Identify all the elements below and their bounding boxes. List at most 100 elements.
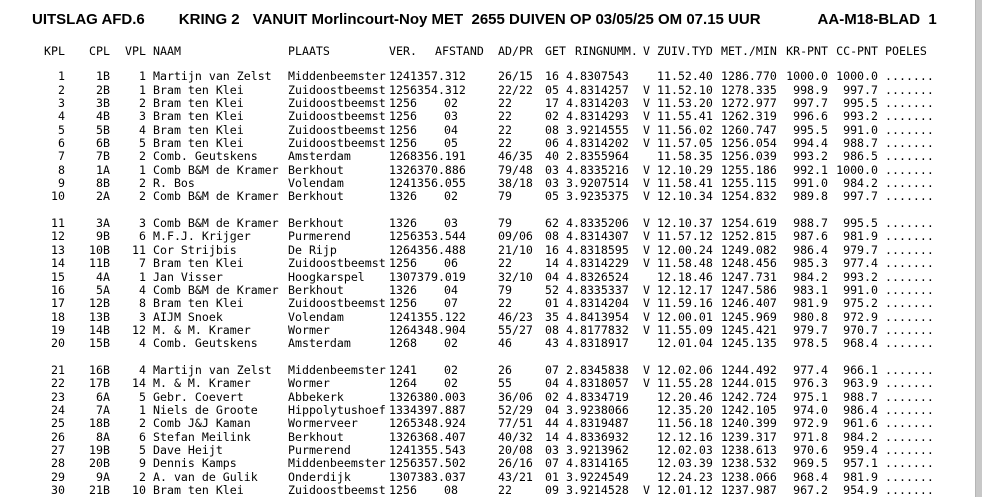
cell-mmin: 1254.619 xyxy=(721,216,777,231)
cell-v xyxy=(643,271,650,284)
cell-kr: 967.2 xyxy=(793,483,828,497)
cell-mmin: 1260.747 xyxy=(721,122,777,137)
cell-kr: 1000.0 xyxy=(786,69,828,84)
cell-ring: 4.8307543 xyxy=(566,69,629,84)
cell-adpr: 79 xyxy=(498,189,512,204)
cell-vpl: 10 xyxy=(132,483,146,497)
cell-poeles: ....... xyxy=(885,389,934,404)
cell-plaats: Middenbeemster xyxy=(288,69,386,84)
cell-v: V xyxy=(643,483,650,497)
cell-v: V xyxy=(643,296,650,311)
cell-poeles: ....... xyxy=(885,336,934,351)
cell-kr: 981.9 xyxy=(793,296,828,311)
cell-afstand: 02 xyxy=(444,96,465,111)
cell-adpr: 36/06 xyxy=(498,389,533,404)
cell-plaats: Zuidoostbeemst xyxy=(288,136,386,151)
cell-cc: 970.7 xyxy=(843,322,878,337)
title-blad-number: AA-M18-BLAD 1 xyxy=(817,11,937,28)
cell-cpl: 5A xyxy=(96,282,110,297)
table-row: 25 18B 2 Comb J&J Kaman Wormerveer 1265 348.92… xyxy=(0,416,982,431)
cell-ring: 4.8314202 xyxy=(566,136,629,151)
results-table: 1 1B 1 Martijn van Zelst Middenbeemster 1241 3… xyxy=(0,69,982,497)
cell-kr: 970.6 xyxy=(793,442,828,457)
cell-kpl: 15 xyxy=(51,269,65,284)
cell-vpl: 9 xyxy=(139,456,146,471)
cell-afstand: 08 xyxy=(444,483,465,497)
table-row: 28 20B 9 Dennis Kamps Middenbeemster 1256 357.… xyxy=(0,456,982,471)
cell-cc: 966.1 xyxy=(843,362,878,377)
cell-afstand: 05 xyxy=(444,136,465,151)
cell-v xyxy=(643,404,650,417)
table-row: 6 6B 5 Bram ten Klei Zuidoostbeemst 1256 05 22… xyxy=(0,136,982,151)
cell-cc: 968.4 xyxy=(843,336,878,351)
cell-vpl: 2 xyxy=(139,149,146,164)
cell-afstand: 357.502 xyxy=(417,456,466,471)
cell-kpl: 27 xyxy=(51,442,65,457)
cell-poeles: ....... xyxy=(885,189,934,204)
cell-get: 04 xyxy=(545,376,559,391)
cell-tyd: 12.02.06 xyxy=(657,362,713,377)
cell-get: 40 xyxy=(545,149,559,164)
cell-adpr: 22 xyxy=(498,109,512,124)
cell-v xyxy=(643,417,650,430)
cell-tyd: 11.58.41 xyxy=(657,176,713,191)
cell-ver: 1256 xyxy=(389,122,417,137)
cell-cpl: 21B xyxy=(89,483,110,497)
cell-kr: 977.4 xyxy=(793,362,828,377)
cell-kr: 986.4 xyxy=(793,242,828,257)
cell-kr: 984.2 xyxy=(793,269,828,284)
cell-ver: 1241 xyxy=(389,362,417,377)
cell-tyd: 11.57.05 xyxy=(657,136,713,151)
cell-kr: 992.1 xyxy=(793,162,828,177)
cell-tyd: 11.53.20 xyxy=(657,96,713,111)
cell-poeles: ....... xyxy=(885,322,934,337)
cell-vpl: 11 xyxy=(132,242,146,257)
cell-v: V xyxy=(643,376,650,391)
cell-v: V xyxy=(643,282,650,297)
cell-vpl: 1 xyxy=(139,82,146,97)
cell-tyd: 12.10.29 xyxy=(657,162,713,177)
cell-vpl: 5 xyxy=(139,389,146,404)
cell-kr: 976.3 xyxy=(793,376,828,391)
cell-plaats: Abbekerk xyxy=(288,389,344,404)
cell-poeles: ....... xyxy=(885,282,934,297)
cell-get: 08 xyxy=(545,322,559,337)
cell-kr: 968.4 xyxy=(793,469,828,484)
cell-naam: Comb J&J Kaman xyxy=(153,416,251,431)
cell-poeles: ....... xyxy=(885,82,934,97)
cell-adpr: 52/29 xyxy=(498,402,533,417)
cell-naam: Bram ten Klei xyxy=(153,296,244,311)
cell-poeles: ....... xyxy=(885,109,934,124)
cell-cpl: 4A xyxy=(96,269,110,284)
cell-adpr: 22 xyxy=(498,122,512,137)
column-header-kr: KR-PNT xyxy=(786,44,828,58)
cell-naam: M.F.J. Krijger xyxy=(153,229,251,244)
cell-tyd: 12.01.12 xyxy=(657,483,713,497)
cell-cc: 1000.0 xyxy=(836,69,878,84)
cell-cc: 957.1 xyxy=(843,456,878,471)
cell-get: 06 xyxy=(545,136,559,151)
cell-v: V xyxy=(643,362,650,377)
cell-get: 62 xyxy=(545,216,559,231)
cell-kpl: 8 xyxy=(58,162,65,177)
table-row: 2 2B 1 Bram ten Klei Zuidoostbeemst 1256 354.3… xyxy=(0,82,982,97)
cell-vpl: 3 xyxy=(139,309,146,324)
cell-adpr: 77/51 xyxy=(498,416,533,431)
table-row: 13 10B 11 Cor Strijbis De Rijp 1264 356.488 21/… xyxy=(0,242,982,257)
cell-ring: 3.9224549 xyxy=(566,469,629,484)
cell-kr: 993.2 xyxy=(793,149,828,164)
cell-cc: 959.4 xyxy=(843,442,878,457)
result-block: 11 3A 3 Comb B&M de Kramer Berkhout 1326 03 79… xyxy=(0,216,982,351)
cell-ring: 4.8177832 xyxy=(566,322,629,337)
table-row: 7 7B 2 Comb. Geutskens Amsterdam 1268 356.191 4… xyxy=(0,149,982,164)
cell-ver: 1307 xyxy=(389,269,417,284)
cell-cpl: 19B xyxy=(89,442,110,457)
cell-tyd: 11.57.12 xyxy=(657,229,713,244)
cell-ver: 1326 xyxy=(389,216,417,231)
cell-get: 02 xyxy=(545,389,559,404)
cell-cpl: 20B xyxy=(89,456,110,471)
table-row: 1 1B 1 Martijn van Zelst Middenbeemster 1241 3… xyxy=(0,69,982,84)
cell-naam: Bram ten Klei xyxy=(153,82,244,97)
cell-ring: 4.8314293 xyxy=(566,109,629,124)
cell-kr: 983.1 xyxy=(793,282,828,297)
